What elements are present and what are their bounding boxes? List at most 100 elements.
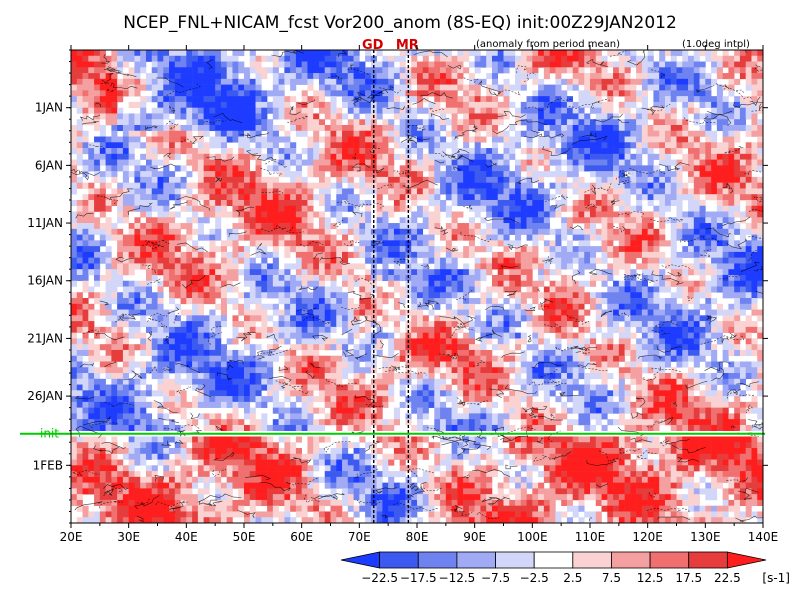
heat-cell (440, 298, 447, 305)
heat-cell (422, 159, 429, 166)
heat-cell (572, 142, 579, 149)
heat-cell (117, 153, 124, 160)
heat-cell (693, 257, 700, 264)
heat-cell (664, 194, 672, 201)
heat-cell (739, 228, 746, 235)
heat-cell (739, 55, 746, 62)
heat-cell (117, 251, 124, 258)
heat-cell (572, 199, 579, 207)
heat-cell (122, 321, 129, 328)
heat-cell (382, 263, 389, 270)
heat-cell (468, 148, 475, 155)
heat-cell (417, 263, 424, 270)
heat-cell (330, 315, 337, 322)
heat-cell (284, 303, 291, 310)
heat-cell (186, 182, 193, 189)
heat-cell (549, 257, 556, 264)
heat-cell (457, 107, 464, 114)
heat-cell (699, 303, 706, 310)
heat-cell (111, 274, 118, 282)
heat-cell (624, 257, 631, 264)
heat-cell (134, 286, 141, 293)
heat-cell (209, 205, 216, 212)
heat-cell (618, 303, 625, 310)
heat-cell (238, 182, 245, 189)
heat-cell (157, 194, 164, 201)
heat-cell (122, 280, 129, 287)
heat-cell (751, 286, 758, 293)
heat-cell (636, 67, 643, 74)
heat-cell (399, 50, 406, 57)
heat-cell (757, 292, 763, 299)
heat-cell (630, 280, 637, 287)
heat-cell (111, 55, 118, 62)
heat-cell (601, 148, 608, 155)
heat-cell (192, 136, 199, 143)
heat-cell (572, 113, 579, 120)
heat-cell (480, 321, 487, 328)
heat-cell (353, 90, 360, 97)
heat-cell (220, 113, 227, 120)
heat-cell (613, 217, 620, 224)
heat-cell (618, 159, 625, 166)
heat-cell (128, 113, 135, 120)
heat-cell (532, 199, 539, 207)
heat-cell (417, 142, 424, 149)
heat-cell (664, 199, 672, 207)
heat-cell (76, 159, 83, 166)
heat-cell (307, 96, 314, 103)
heat-cell (451, 199, 458, 207)
heat-cell (734, 130, 741, 137)
heat-cell (290, 205, 297, 212)
heat-cell (324, 315, 331, 322)
heat-cell (151, 326, 158, 333)
heat-cell (249, 171, 256, 178)
heat-cell (745, 84, 752, 91)
heat-cell (711, 113, 718, 120)
heat-cell (307, 61, 314, 68)
heat-cell (584, 182, 591, 189)
heat-cell (105, 73, 112, 80)
heat-cell (428, 321, 435, 328)
heat-cell (468, 107, 475, 114)
heat-cell (543, 205, 550, 212)
heat-cell (82, 223, 89, 230)
heat-cell (313, 153, 320, 160)
heat-cell (399, 119, 406, 126)
heat-cell (324, 61, 331, 68)
heat-cell (301, 61, 308, 68)
heat-cell (267, 199, 274, 207)
heat-cell (370, 101, 377, 108)
heat-cell (215, 165, 222, 172)
heat-cell (659, 286, 666, 293)
heat-cell (474, 84, 481, 91)
heat-cell (682, 124, 689, 132)
heat-cell (711, 274, 718, 282)
heat-cell (520, 246, 527, 253)
heat-cell (261, 246, 268, 253)
heat-cell (99, 188, 106, 195)
heat-cell (376, 159, 383, 166)
heat-cell (751, 263, 758, 270)
heat-cell (618, 240, 625, 247)
heat-cell (480, 119, 487, 126)
heat-cell (555, 205, 562, 212)
heat-cell (117, 263, 124, 270)
heat-cell (520, 67, 527, 74)
heat-cell (613, 153, 620, 160)
heat-cell (601, 73, 608, 80)
heat-cell (82, 205, 89, 212)
heat-cell (595, 199, 602, 207)
heat-cell (486, 124, 493, 132)
heat-cell (578, 188, 585, 195)
heat-cell (122, 240, 129, 247)
heat-cell (572, 298, 579, 305)
heat-cell (543, 90, 550, 97)
heat-cell (88, 73, 95, 80)
heat-cell (705, 130, 712, 137)
heat-cell (255, 101, 262, 108)
heat-cell (151, 194, 158, 201)
heat-cell (88, 153, 95, 160)
heat-cell (457, 234, 464, 241)
heat-cell (491, 274, 499, 282)
